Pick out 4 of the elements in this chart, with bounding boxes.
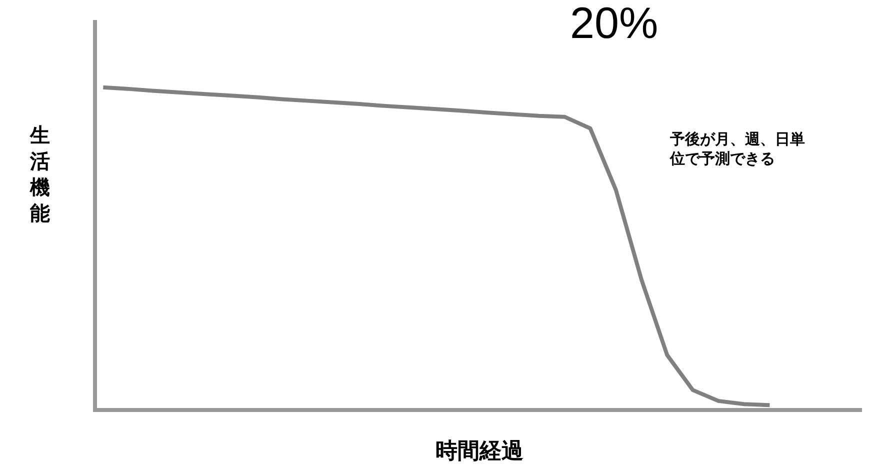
y-axis-title: 生活機能 — [29, 125, 50, 225]
annotation: 予後が月、週、日単位で予測できる — [669, 131, 805, 168]
chart-title: 20% — [570, 0, 658, 48]
x-axis-title: 時間経過 — [436, 438, 524, 463]
